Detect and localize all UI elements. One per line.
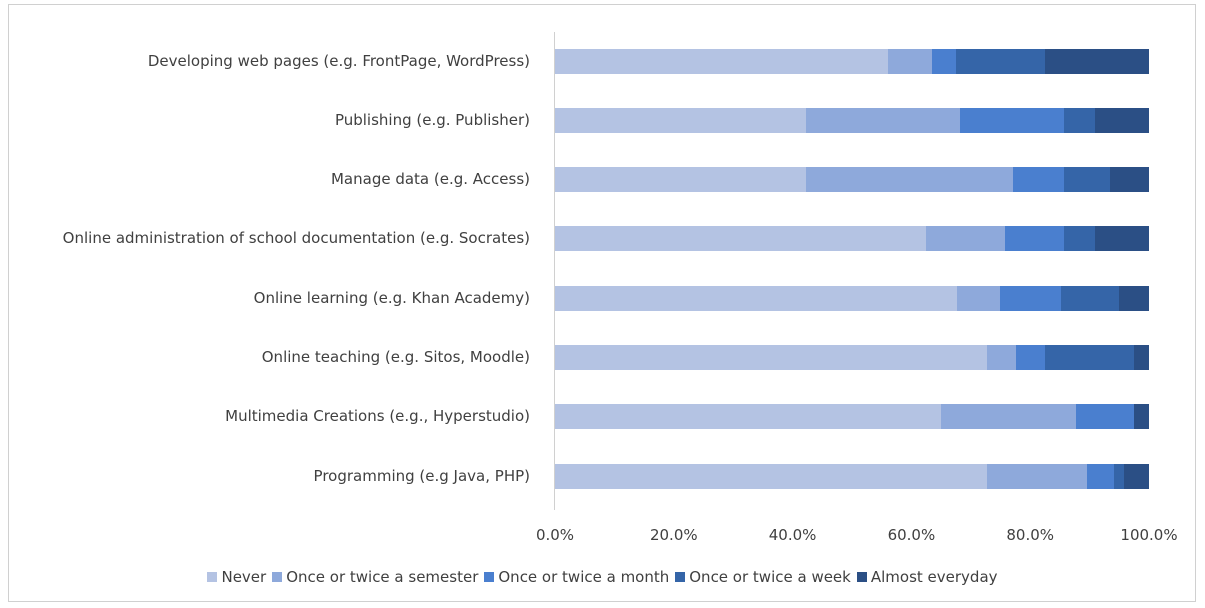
bar-segment [1045,345,1135,370]
bar-segment [1118,285,1149,311]
x-tick-label: 40.0% [768,526,817,544]
x-tick-label: 80.0% [1006,526,1055,544]
bar-segment [986,463,1088,489]
x-tick-label: 60.0% [887,526,936,544]
y-axis-line [554,32,555,510]
bar-segment [555,404,942,430]
legend-item: Once or twice a semester [272,568,478,586]
bar-segment [806,167,1013,193]
legend-item: Never [207,568,266,586]
bar-segment [806,107,961,133]
bar-segment [555,345,987,370]
bar-segment [1087,463,1114,489]
bar-segment [1015,345,1046,370]
bar-segment [1005,226,1065,252]
chart-frame [8,4,1196,602]
legend-swatch [207,572,218,582]
bar-segment [555,226,927,252]
legend-item: Almost everyday [856,568,998,586]
bar-segment [1064,226,1095,252]
bar-segment [932,48,956,74]
bar-segment [986,345,1016,370]
legend-label: Once or twice a week [689,568,851,586]
category-label: Online administration of school document… [62,229,530,248]
bar-segment [1134,404,1149,430]
legend-item: Once or twice a week [675,568,851,586]
bar-segment [960,107,1065,133]
x-tick-label: 20.0% [649,526,698,544]
x-tick-label: 100.0% [1120,526,1178,544]
x-tick-label: 0.0% [535,526,575,544]
legend-label: Once or twice a month [498,568,670,586]
bar-segment [1075,404,1135,430]
legend-label: Once or twice a semester [286,568,479,586]
legend-label: Never [221,568,267,586]
bar-segment [957,285,1000,311]
bar-segment [555,285,958,311]
bar-segment [941,404,1076,430]
bar-segment [1094,226,1149,252]
bar-segment [887,48,933,74]
legend-swatch [484,572,495,582]
bar-segment [1109,167,1149,193]
bar-segment [999,285,1062,311]
category-label: Online teaching (e.g. Sitos, Moodle) [261,348,530,366]
legend-label: Almost everyday [870,568,998,586]
bar-segment [1064,107,1095,133]
bar-segment [926,226,1006,252]
legend-item: Once or twice a month [484,568,669,586]
bar-segment [1012,167,1065,193]
bar-segment [555,167,807,193]
category-label: Multimedia Creations (e.g., Hyperstudio) [225,407,530,426]
bar-segment [1045,48,1149,74]
category-label: Manage data (e.g. Access) [330,170,530,189]
bar-segment [1064,167,1110,193]
legend: Never Once or twice a semester Once or twi… [0,568,1205,586]
bar-segment [1061,285,1119,311]
bar-segment [1124,463,1149,489]
bar-segment [1134,345,1149,370]
category-label: Publishing (e.g. Publisher) [334,110,530,129]
category-label: Online learning (e.g. Khan Academy) [253,288,530,307]
bar-segment [1094,107,1149,133]
bar-segment [555,48,888,74]
bar-segment [555,463,987,489]
category-label: Developing web pages (e.g. FrontPage, Wo… [147,51,530,70]
bar-segment [555,107,807,133]
legend-swatch [856,572,867,582]
legend-swatch [272,572,283,582]
legend-swatch [675,572,686,582]
category-label: Programming (e.g Java, PHP) [313,466,530,485]
bar-segment [1113,463,1125,489]
bar-segment [955,48,1046,74]
